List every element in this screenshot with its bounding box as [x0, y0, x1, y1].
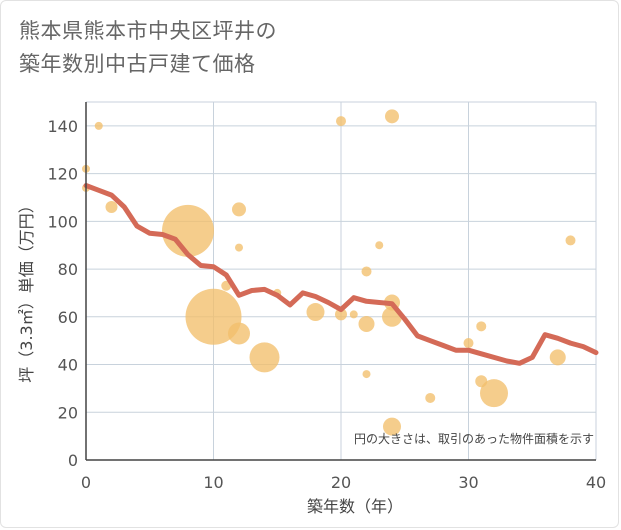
y-tick-label-60: 60 [58, 308, 78, 327]
bubble-point [336, 116, 346, 127]
bubble-point [358, 315, 375, 332]
bubble-point [349, 310, 358, 319]
bubble-point [375, 241, 384, 250]
bubble-point [565, 235, 576, 246]
bubble-point [105, 201, 118, 214]
bubble-point [463, 338, 474, 349]
grid-lines [86, 101, 597, 460]
bubble-point [185, 288, 242, 345]
bubble-point [335, 308, 347, 321]
x-axis-label: 築年数（年） [307, 497, 403, 516]
bubble-point [383, 417, 401, 436]
bubble-point [94, 121, 103, 130]
y-tick-label-20: 20 [58, 403, 78, 422]
bubble-series [82, 109, 576, 436]
bubble-point [425, 392, 436, 403]
y-tick-label-80: 80 [58, 260, 78, 279]
y-tick-label-120: 120 [47, 165, 78, 184]
average-price-line [83, 183, 599, 366]
bubble-point [385, 109, 399, 124]
bubble-point [228, 322, 250, 345]
bubble-point [476, 321, 487, 332]
bubble-point [361, 266, 372, 277]
y-tick-label-0: 0 [68, 451, 78, 470]
y-tick-label-40: 40 [58, 356, 78, 375]
chart-title: 熊本県熊本市中央区坪井の 築年数別中古戸建て価格 [19, 15, 277, 81]
average-line-series [83, 183, 599, 366]
chart-title-line-1: 熊本県熊本市中央区坪井の [19, 19, 277, 43]
y-tick-label-100: 100 [47, 212, 78, 231]
axes [85, 102, 596, 461]
bubble-point [232, 202, 246, 217]
y-axis-label: 坪（3.3㎡）単価（万円） [17, 197, 36, 382]
size-legend-note: 円の大きさは、取引のあった物件面積を示す [354, 431, 594, 446]
bubble-point [549, 349, 566, 366]
x-tick-label-0: 0 [81, 473, 91, 492]
chart-title-line-2: 築年数別中古戸建て価格 [19, 52, 256, 76]
bubble-point [475, 375, 488, 388]
bubble-point [162, 204, 214, 257]
bubble-point [480, 379, 508, 408]
x-tick-label-30: 30 [458, 473, 478, 492]
bubble-point [235, 243, 243, 252]
y-tick-label-140: 140 [47, 117, 78, 136]
tick-labels: 0 10 20 30 40 0 20 40 60 80 100 120 140 [47, 117, 606, 492]
x-tick-label-20: 20 [331, 473, 351, 492]
x-tick-label-40: 40 [586, 473, 606, 492]
bubble-point [362, 370, 371, 379]
bubble-point [306, 303, 325, 322]
bubble-point [249, 342, 280, 373]
x-tick-label-10: 10 [203, 473, 223, 492]
